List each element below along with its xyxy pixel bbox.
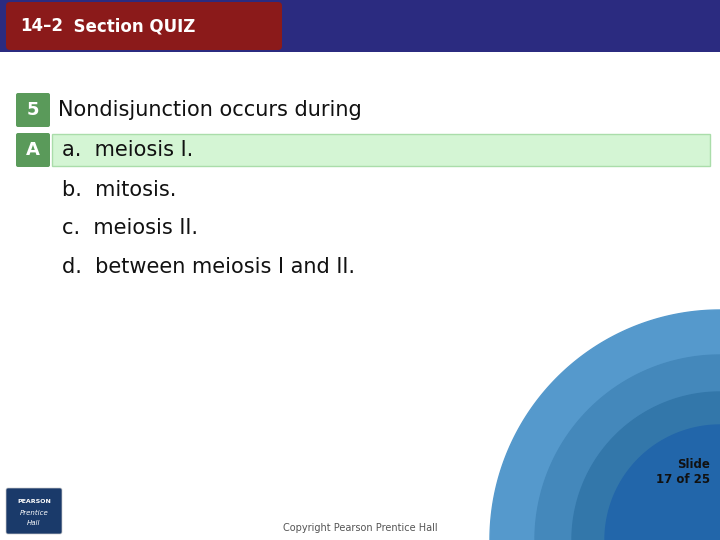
Polygon shape: [605, 425, 720, 540]
Text: Hall: Hall: [27, 520, 41, 526]
Text: Copyright Pearson Prentice Hall: Copyright Pearson Prentice Hall: [283, 523, 437, 533]
Text: 5: 5: [27, 101, 40, 119]
Bar: [52, 134, 710, 166]
Text: d.  between meiosis I and II.: d. between meiosis I and II.: [62, 257, 355, 277]
FancyBboxPatch shape: [16, 133, 50, 167]
Polygon shape: [572, 392, 720, 540]
Text: c.  meiosis II.: c. meiosis II.: [62, 218, 198, 238]
Text: Slide
17 of 25: Slide 17 of 25: [656, 458, 710, 486]
Text: A: A: [26, 141, 40, 159]
FancyBboxPatch shape: [6, 488, 62, 534]
Text: PEARSON: PEARSON: [17, 500, 51, 504]
Text: b.  mitosis.: b. mitosis.: [62, 180, 176, 200]
Text: Section QUIZ: Section QUIZ: [62, 17, 195, 35]
FancyBboxPatch shape: [16, 93, 50, 127]
Text: Nondisjunction occurs during: Nondisjunction occurs during: [58, 100, 361, 120]
Bar: [0, 0, 720, 52]
Polygon shape: [535, 355, 720, 540]
Polygon shape: [490, 310, 720, 540]
Text: 14–2: 14–2: [20, 17, 63, 35]
FancyBboxPatch shape: [6, 2, 282, 50]
Text: a.  meiosis I.: a. meiosis I.: [62, 140, 193, 160]
Text: Prentice: Prentice: [19, 510, 48, 516]
